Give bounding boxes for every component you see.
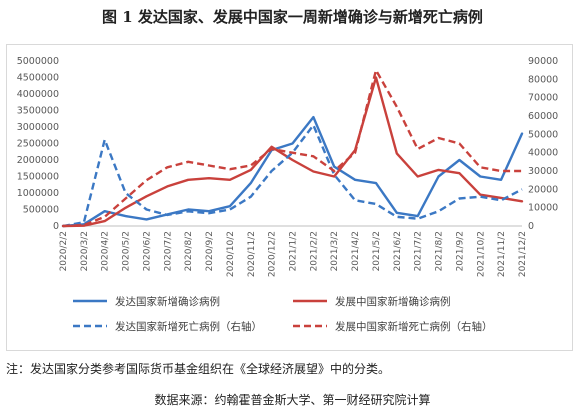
chart-frame: 0 500000 1000000 1500000 2000000 2500000 30000… bbox=[6, 44, 573, 351]
x-axis-tick-label: 2020/7/2 bbox=[163, 231, 173, 271]
legend-label-3: 发达国家新增死亡病例（右轴） bbox=[115, 320, 262, 333]
line-chart: 0500000100000015000002000000250000030000… bbox=[17, 56, 559, 333]
left-axis-tick-label: 5000000 bbox=[17, 56, 59, 67]
figure-title: 图 1 发达国家、发展中国家一周新增确诊与新增死亡病例 bbox=[102, 8, 483, 26]
series-line-2 bbox=[61, 76, 524, 228]
x-axis-tick-label: 2021/2/2 bbox=[309, 231, 319, 271]
right-axis-tick-label: 60000 bbox=[528, 111, 558, 122]
x-axis-tick-label: 2021/3/2 bbox=[330, 231, 340, 271]
right-axis-tick-label: 10000 bbox=[528, 203, 558, 214]
left-axis-tick-label: 4500000 bbox=[17, 73, 59, 84]
x-axis-tick-label: 2020/6/2 bbox=[142, 231, 152, 271]
x-axis-tick-label: 2020/5/2 bbox=[122, 231, 132, 271]
legend-label-2: 发展中国家新增确诊病例 bbox=[335, 295, 451, 308]
x-axis-tick-label: 2020/9/2 bbox=[205, 231, 215, 271]
x-axis-tick-label: 2021/6/2 bbox=[393, 231, 403, 271]
right-axis-tick-label: 20000 bbox=[528, 184, 558, 195]
right-axis-tick-label: 30000 bbox=[528, 166, 558, 177]
left-axis-tick-label: 1500000 bbox=[17, 172, 59, 183]
left-axis-tick-label: 0 bbox=[53, 221, 59, 232]
x-axis-tick-label: 2020/10/2 bbox=[226, 231, 236, 277]
x-axis-tick-label: 2020/11/2 bbox=[247, 231, 257, 277]
x-axis-tick-label: 2021/11/2 bbox=[497, 231, 507, 277]
x-axis-tick-label: 2021/4/2 bbox=[351, 231, 361, 271]
left-axis-tick-label: 3000000 bbox=[17, 122, 59, 133]
figure-source: 数据来源：约翰霍普金斯大学、第一财经研究院计算 bbox=[154, 393, 431, 407]
x-axis-tick-label: 2020/4/2 bbox=[101, 231, 111, 271]
right-axis-tick-label: 90000 bbox=[528, 56, 558, 67]
x-axis-tick-label: 2021/5/2 bbox=[372, 231, 382, 271]
left-axis-tick-label: 2500000 bbox=[17, 139, 59, 150]
left-axis-tick-label: 500000 bbox=[23, 205, 59, 216]
x-axis-tick-label: 2021/1/2 bbox=[289, 231, 299, 271]
figure-note: 注：发达国家分类参考国际货币基金组织在《全球经济展望》中的分类。 bbox=[6, 362, 391, 376]
right-axis-tick-label: 0 bbox=[528, 221, 534, 232]
left-axis-tick-label: 3500000 bbox=[17, 106, 59, 117]
right-axis-tick-label: 40000 bbox=[528, 148, 558, 159]
right-axis-tick-label: 70000 bbox=[528, 93, 558, 104]
x-axis-tick-label: 2020/3/2 bbox=[80, 231, 90, 271]
x-axis-tick-label: 2021/7/2 bbox=[414, 231, 424, 271]
legend-label-4: 发展中国家新增死亡病例（右轴） bbox=[335, 320, 493, 333]
x-axis-tick-label: 2020/2/2 bbox=[59, 231, 69, 271]
series-line-4 bbox=[62, 69, 522, 228]
left-axis-tick-label: 2000000 bbox=[17, 155, 59, 166]
x-axis-tick-label: 2021/9/2 bbox=[455, 231, 465, 271]
x-axis-tick-label: 2020/12/2 bbox=[268, 231, 278, 277]
x-axis-tick-label: 2021/12/2 bbox=[518, 231, 528, 277]
series-line-3 bbox=[62, 123, 523, 228]
left-axis-tick-label: 4000000 bbox=[17, 89, 59, 100]
x-axis-tick-label: 2021/10/2 bbox=[476, 231, 486, 277]
x-axis-tick-label: 2021/8/2 bbox=[435, 231, 445, 271]
x-axis-tick-label: 2020/8/2 bbox=[184, 231, 194, 271]
left-axis-tick-label: 1000000 bbox=[17, 188, 59, 199]
right-axis-tick-label: 50000 bbox=[528, 129, 558, 140]
right-axis-tick-label: 80000 bbox=[528, 74, 558, 85]
legend-label-1: 发达国家新增确诊病例 bbox=[115, 295, 220, 308]
